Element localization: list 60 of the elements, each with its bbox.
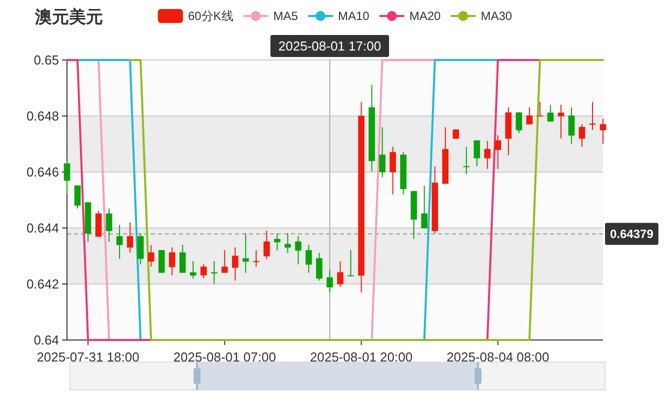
candlestick [600, 118, 606, 144]
y-tick-label: 0.64 [34, 332, 59, 348]
x-tick-label: 2025-07-31 18:00 [36, 350, 140, 364]
y-tick-label: 0.646 [26, 164, 59, 180]
candlestick [95, 210, 102, 238]
candlestick [516, 112, 522, 134]
legend-label: MA30 [480, 9, 512, 23]
x-tick-label: 2025-08-01 17:00 [278, 38, 382, 54]
candlestick [221, 250, 228, 274]
candlestick [253, 250, 260, 268]
chart-title: 澳元美元 [34, 8, 103, 26]
candlestick [284, 232, 291, 254]
candlestick [158, 250, 165, 274]
candlestick [379, 126, 386, 178]
candlestick [568, 106, 575, 144]
legend-label: MA5 [273, 9, 298, 23]
candlestick [64, 160, 70, 195]
candlestick [74, 184, 81, 209]
candlestick [526, 106, 533, 125]
candlestick [274, 232, 280, 251]
candlestick [326, 270, 333, 293]
candlestick [210, 260, 218, 284]
candlestick [168, 246, 176, 276]
candlestick [536, 102, 544, 117]
candlestick [306, 244, 312, 274]
candlestick [421, 185, 428, 229]
candlestick [179, 244, 186, 274]
y-tick-label: 0.65 [34, 52, 59, 68]
candlestick [116, 224, 123, 260]
candlestick [106, 208, 112, 242]
candlestick [137, 232, 144, 265]
candlestick [126, 222, 134, 254]
candlestick [295, 236, 302, 265]
candlestick [547, 104, 554, 122]
candlestick [337, 260, 344, 288]
candlestick [348, 250, 354, 276]
y-tick-label: 0.642 [26, 276, 59, 292]
legend-label: MA20 [409, 9, 442, 23]
candlestick [242, 232, 249, 274]
candlestick [316, 252, 322, 282]
candlestick [190, 260, 196, 279]
candlestick [463, 146, 470, 175]
candlestick [232, 246, 238, 282]
y-tick-label: 0.648 [26, 108, 59, 124]
y-tick-label: 0.644 [26, 220, 59, 236]
candlestick [484, 140, 491, 170]
legend-label: MA10 [338, 9, 370, 23]
candlestick [148, 244, 154, 268]
ref-line-label: 0.64379 [610, 226, 654, 241]
candlestick [474, 140, 480, 167]
x-tick-label: 2025-08-04 08:00 [446, 350, 550, 364]
candlestick [578, 124, 586, 148]
legend-label: 60分K线 [188, 9, 234, 23]
candlestick [558, 104, 564, 139]
candlestick [200, 264, 207, 279]
x-tick-label: 2025-08-01 20:00 [310, 350, 413, 364]
candlestick [264, 230, 270, 260]
candlestick [494, 134, 502, 170]
candlestick [390, 146, 396, 195]
x-tick-label: 2025-08-01 07:00 [173, 350, 276, 364]
